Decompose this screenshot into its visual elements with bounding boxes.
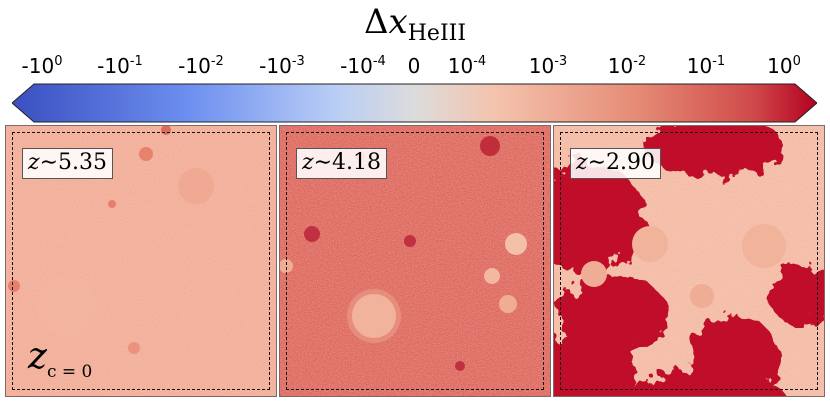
- redshift-label: z∼5.35: [22, 148, 114, 179]
- map-panel-1: z∼5.35 zc = 0: [5, 125, 277, 397]
- title-subscript: HeIII: [407, 21, 467, 46]
- map-panel-2: z∼4.18: [279, 125, 551, 397]
- colorbar-tick-label: -100: [21, 54, 63, 78]
- colorbar-title: ΔxHeIII: [0, 2, 830, 54]
- colorbar-tick-label: -10-2: [178, 54, 224, 78]
- colorbar-tick-label: 10-2: [607, 54, 647, 78]
- colorbar-tick-label: 10-3: [528, 54, 568, 78]
- colorbar: [12, 83, 817, 123]
- redshift-label: z∼4.18: [296, 148, 388, 179]
- colorbar-tick-label: 100: [767, 54, 801, 78]
- map-image: [280, 126, 550, 396]
- colorbar-tick-label: 10-1: [686, 54, 726, 78]
- corner-zc-label: zc = 0: [28, 336, 93, 383]
- title-delta-symbol: Δ: [363, 2, 389, 42]
- colorbar-tick-label: -10-1: [97, 54, 143, 78]
- colorbar-tick-label: 10-4: [447, 54, 487, 78]
- colorbar-tick-label: -10-3: [259, 54, 305, 78]
- colorbar-tick-label: -10-4: [340, 54, 386, 78]
- title-variable: x: [388, 2, 408, 42]
- map-panel-3: z∼2.90: [553, 125, 825, 397]
- colorbar-tick-label: 0: [407, 54, 421, 78]
- redshift-label: z∼2.90: [570, 148, 662, 179]
